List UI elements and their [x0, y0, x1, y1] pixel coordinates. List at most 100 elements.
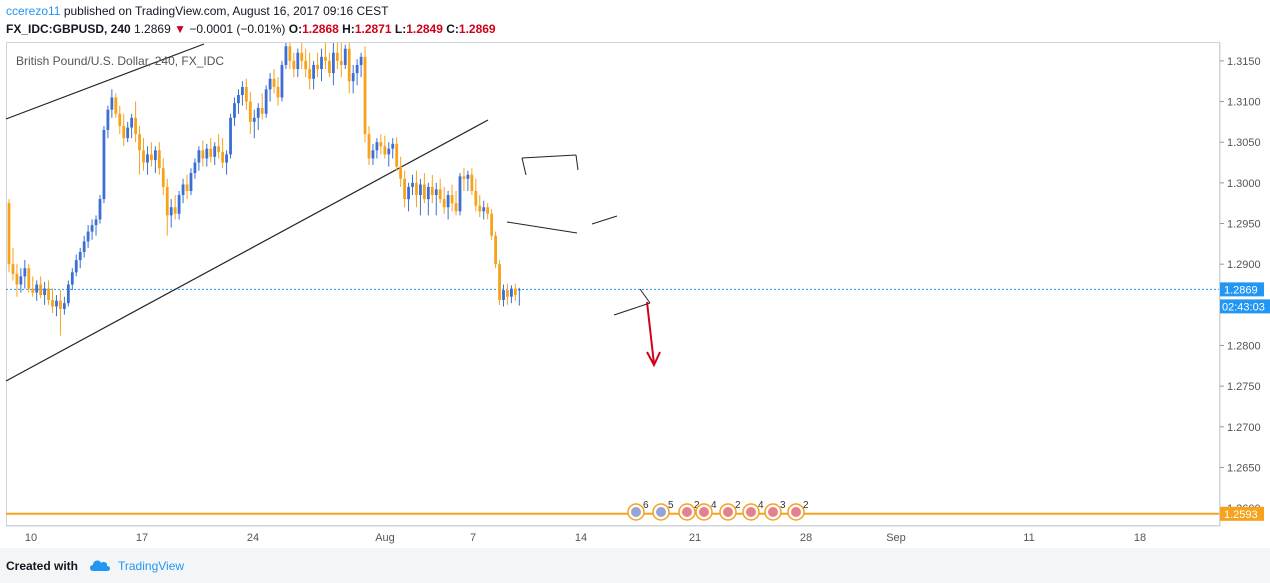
time-axis[interactable]: 10 17 24 Aug 7 14 21 28 Sep 11 18 [6, 525, 1220, 544]
candle-body [304, 60, 308, 70]
candlestick-chart[interactable]: 1.3150 1.3100 1.3050 1.3000 1.2950 1.2900 1.28… [0, 0, 1270, 548]
candle-body [7, 203, 11, 265]
price-change: −0.0001 (−0.01%) [189, 22, 286, 36]
candle-body [268, 78, 272, 90]
chart-pane[interactable] [6, 42, 1220, 526]
candle-body [146, 154, 149, 163]
candle-body [419, 184, 422, 196]
countdown-tag-bg [1220, 299, 1270, 314]
candle-body [193, 162, 197, 174]
candle-body [78, 251, 82, 261]
candle-body [359, 56, 363, 65]
candle-body [506, 290, 509, 297]
candle-body [308, 69, 312, 79]
trendlines [5, 43, 651, 382]
candle-body [153, 150, 157, 161]
candle-body [260, 108, 264, 114]
price-tags: 1.2869 02:43:03 1.2593 [1220, 282, 1270, 521]
event-country-icon [746, 507, 756, 517]
wedge-line-1 [591, 215, 618, 225]
candle-body [462, 176, 466, 179]
candle-body [391, 143, 395, 149]
event-count: 4 [711, 500, 717, 511]
candle-body [426, 186, 430, 200]
event-country-icon [768, 507, 778, 517]
y-tick-label: 1.3150 [1227, 56, 1261, 68]
candle-body [407, 186, 410, 200]
candle-body [490, 213, 494, 236]
y-tick-label: 1.3000 [1227, 178, 1261, 190]
publish-info: ccerezo11 published on TradingView.com, … [6, 4, 388, 18]
candle-body [434, 189, 438, 196]
event-country-icon [791, 507, 801, 517]
candle-body [339, 60, 343, 65]
candle-body [415, 182, 418, 196]
candle-body [27, 268, 31, 289]
candle-body [347, 48, 351, 82]
candle-body [98, 199, 102, 220]
candle-body [134, 117, 137, 135]
x-tick-label: 18 [1134, 532, 1146, 544]
candle-body [217, 146, 221, 152]
candle-body [70, 272, 74, 285]
flag-top-line [521, 154, 577, 159]
candle-body [173, 207, 177, 214]
candle-body [482, 207, 486, 212]
tradingview-link[interactable]: TradingView [118, 559, 185, 573]
event-country-icon [656, 507, 666, 517]
x-tick-label: Sep [886, 532, 906, 544]
y-tick-label: 1.2650 [1227, 462, 1261, 474]
wedge-line-3 [639, 288, 651, 304]
candle-body [138, 134, 141, 151]
candle-body [213, 146, 217, 157]
x-tick-label: 7 [470, 532, 476, 544]
candle-body [102, 130, 106, 200]
down-triangle-icon: ▼ [174, 22, 186, 36]
flag-bottom-line [506, 221, 578, 234]
candle-body [157, 150, 161, 169]
candle-body [51, 299, 54, 307]
candle-body [383, 146, 387, 155]
candle-body [343, 48, 347, 65]
candle-body [328, 60, 331, 74]
author-link[interactable]: ccerezo11 [6, 4, 61, 18]
candle-body [11, 264, 15, 274]
candle-body [122, 125, 126, 139]
created-with-label: Created with [6, 559, 79, 573]
event-count: 2 [694, 500, 700, 511]
close-value: 1.2869 [458, 22, 496, 36]
candle-body [86, 231, 90, 242]
high-label: H: [342, 22, 355, 36]
event-country-icon [682, 507, 692, 517]
candle-body [244, 86, 248, 102]
candle-body [355, 64, 359, 74]
candle-body [118, 113, 122, 126]
low-value: 1.2849 [406, 22, 443, 36]
candle-body [510, 288, 513, 297]
candle-body [126, 127, 130, 139]
candle-body [66, 284, 70, 304]
candle-body [411, 182, 414, 187]
x-tick-label: 28 [800, 532, 812, 544]
candle-body [229, 117, 232, 155]
flag-top-right-edge [575, 154, 579, 171]
high-value: 1.2871 [354, 22, 392, 36]
event-country-icon [699, 507, 709, 517]
candle-body [399, 166, 403, 179]
y-tick-label: 1.2900 [1227, 259, 1261, 271]
candle-body [422, 184, 426, 200]
candle-body [517, 289, 521, 291]
event-count: 4 [758, 500, 764, 511]
candle-body [320, 56, 323, 70]
candle-body [284, 46, 288, 65]
candle-body [197, 150, 201, 163]
symbol-label: FX_IDC:GBPUSD, 240 [6, 22, 131, 36]
candle-body [288, 46, 292, 61]
candle-body [209, 148, 213, 157]
candle-body [395, 143, 399, 167]
publish-text: published on TradingView.com, August 16,… [60, 4, 389, 18]
candle-body [363, 56, 367, 135]
candle-body [280, 64, 284, 98]
price-axis[interactable]: 1.3150 1.3100 1.3050 1.3000 1.2950 1.2900 1.28… [1219, 43, 1261, 526]
